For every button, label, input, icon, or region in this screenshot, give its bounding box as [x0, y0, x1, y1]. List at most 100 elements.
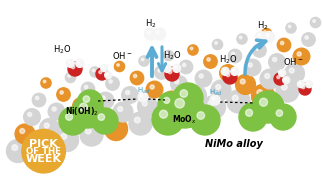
Circle shape: [66, 59, 74, 67]
Circle shape: [72, 96, 104, 128]
Circle shape: [258, 34, 261, 37]
Circle shape: [256, 47, 259, 50]
Circle shape: [280, 41, 284, 45]
Circle shape: [293, 48, 310, 65]
Circle shape: [133, 74, 137, 78]
Circle shape: [233, 95, 238, 101]
Circle shape: [244, 59, 261, 76]
Circle shape: [274, 73, 286, 85]
Circle shape: [60, 91, 63, 94]
Circle shape: [89, 108, 109, 127]
Text: NiMo alloy: NiMo alloy: [205, 139, 263, 149]
Circle shape: [302, 86, 305, 89]
Circle shape: [257, 90, 263, 95]
Circle shape: [211, 80, 231, 100]
Circle shape: [252, 91, 284, 123]
Circle shape: [158, 69, 161, 72]
Circle shape: [138, 97, 157, 116]
Circle shape: [96, 68, 108, 80]
Circle shape: [199, 74, 203, 78]
Circle shape: [146, 81, 163, 98]
Circle shape: [289, 68, 294, 73]
Circle shape: [152, 103, 184, 135]
Circle shape: [68, 62, 82, 76]
Text: WEEK: WEEK: [26, 154, 62, 164]
Circle shape: [264, 32, 275, 43]
Circle shape: [235, 75, 255, 94]
Circle shape: [76, 59, 84, 67]
Circle shape: [101, 65, 108, 72]
Circle shape: [12, 145, 18, 150]
Circle shape: [178, 101, 201, 124]
Circle shape: [126, 90, 130, 94]
Circle shape: [159, 112, 165, 117]
Circle shape: [220, 65, 236, 81]
Circle shape: [141, 94, 143, 97]
Circle shape: [231, 67, 239, 75]
Circle shape: [221, 67, 229, 75]
Circle shape: [277, 38, 291, 52]
Circle shape: [64, 113, 84, 133]
Circle shape: [204, 55, 217, 68]
Circle shape: [237, 34, 247, 44]
Circle shape: [84, 85, 88, 89]
Circle shape: [68, 75, 70, 77]
Circle shape: [155, 66, 168, 79]
Text: H$_2$: H$_2$: [257, 19, 269, 32]
Circle shape: [207, 58, 210, 61]
Circle shape: [179, 60, 193, 74]
Circle shape: [24, 109, 40, 125]
Circle shape: [173, 64, 181, 72]
Text: H$_2$O: H$_2$O: [219, 53, 237, 66]
Circle shape: [286, 23, 296, 33]
Circle shape: [175, 98, 184, 108]
Circle shape: [306, 81, 313, 88]
Circle shape: [144, 28, 157, 40]
Circle shape: [180, 90, 188, 97]
Text: OH$^-$: OH$^-$: [283, 56, 303, 67]
Circle shape: [163, 50, 173, 61]
Circle shape: [233, 69, 234, 71]
Circle shape: [56, 129, 78, 152]
Circle shape: [41, 78, 51, 88]
Circle shape: [90, 67, 100, 77]
Circle shape: [226, 73, 230, 77]
Circle shape: [283, 77, 290, 84]
Circle shape: [130, 71, 144, 85]
Circle shape: [142, 101, 147, 106]
Circle shape: [188, 45, 198, 55]
Circle shape: [299, 83, 311, 95]
Circle shape: [66, 113, 73, 120]
Circle shape: [223, 70, 237, 84]
Circle shape: [79, 103, 88, 111]
Circle shape: [288, 25, 291, 28]
Circle shape: [48, 103, 65, 120]
Circle shape: [105, 118, 128, 140]
Circle shape: [85, 128, 91, 134]
Circle shape: [158, 92, 182, 116]
Circle shape: [171, 76, 187, 92]
Text: H$_2$O: H$_2$O: [163, 49, 181, 61]
Circle shape: [92, 108, 118, 134]
Circle shape: [164, 97, 170, 103]
Circle shape: [153, 28, 165, 40]
Circle shape: [97, 92, 114, 109]
Text: OH$^-$: OH$^-$: [112, 50, 132, 61]
Circle shape: [195, 70, 212, 87]
Circle shape: [80, 123, 103, 146]
Circle shape: [187, 86, 206, 105]
Circle shape: [266, 34, 269, 37]
Circle shape: [114, 61, 125, 72]
Circle shape: [93, 112, 98, 117]
Circle shape: [52, 107, 56, 111]
Circle shape: [106, 77, 119, 90]
Circle shape: [160, 110, 168, 118]
Text: PICK: PICK: [29, 139, 58, 149]
Circle shape: [147, 31, 150, 34]
Circle shape: [197, 112, 204, 119]
Circle shape: [260, 69, 280, 89]
Circle shape: [305, 36, 308, 39]
Circle shape: [99, 71, 102, 74]
Circle shape: [165, 67, 179, 81]
Circle shape: [276, 110, 283, 116]
